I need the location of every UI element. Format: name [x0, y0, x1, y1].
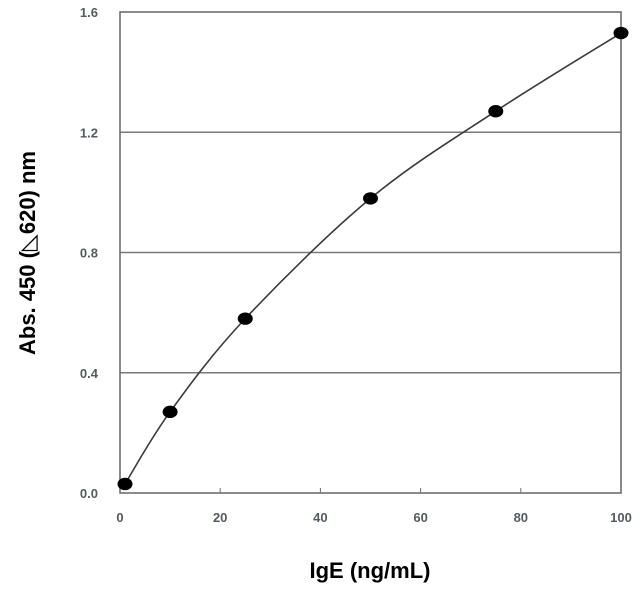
x-tick-label: 40 — [313, 510, 327, 525]
data-points — [117, 26, 629, 491]
plot-frame — [119, 11, 622, 494]
gridlines — [120, 131, 621, 374]
y-tick-label: 0.8 — [80, 246, 98, 261]
x-tick-label: 60 — [413, 510, 427, 525]
x-axis-title: IgE (ng/mL) — [310, 558, 431, 583]
data-point-marker — [237, 312, 253, 325]
plot-border — [119, 11, 622, 494]
data-point-marker — [363, 192, 378, 205]
y-axis-title-prefix: Abs. 450 ( — [15, 250, 40, 355]
data-point-marker — [117, 477, 133, 491]
y-axis-title: Abs. 450 (◺620) nm — [15, 151, 40, 355]
y-tick-label: 0.0 — [80, 486, 98, 501]
delta-icon: ◺ — [15, 234, 40, 251]
fitted-curve — [124, 32, 622, 485]
data-point-marker — [162, 405, 178, 419]
data-point-marker — [613, 26, 629, 40]
x-tick-label: 100 — [610, 510, 632, 525]
y-tick-label: 1.6 — [80, 5, 98, 20]
y-tick-label: 1.2 — [80, 125, 98, 140]
y-axis-ticks: 0.0 0.4 0.8 1.2 1.6 — [80, 5, 99, 501]
x-tick-label: 80 — [514, 510, 528, 525]
x-tick-label: 20 — [213, 510, 227, 525]
data-point-marker — [488, 105, 504, 118]
x-axis-ticks: 0 20 40 60 80 100 — [116, 488, 632, 525]
y-tick-label: 0.4 — [80, 366, 99, 381]
y-axis-title-suffix: 620) nm — [15, 151, 40, 234]
x-tick-label: 0 — [116, 510, 123, 525]
